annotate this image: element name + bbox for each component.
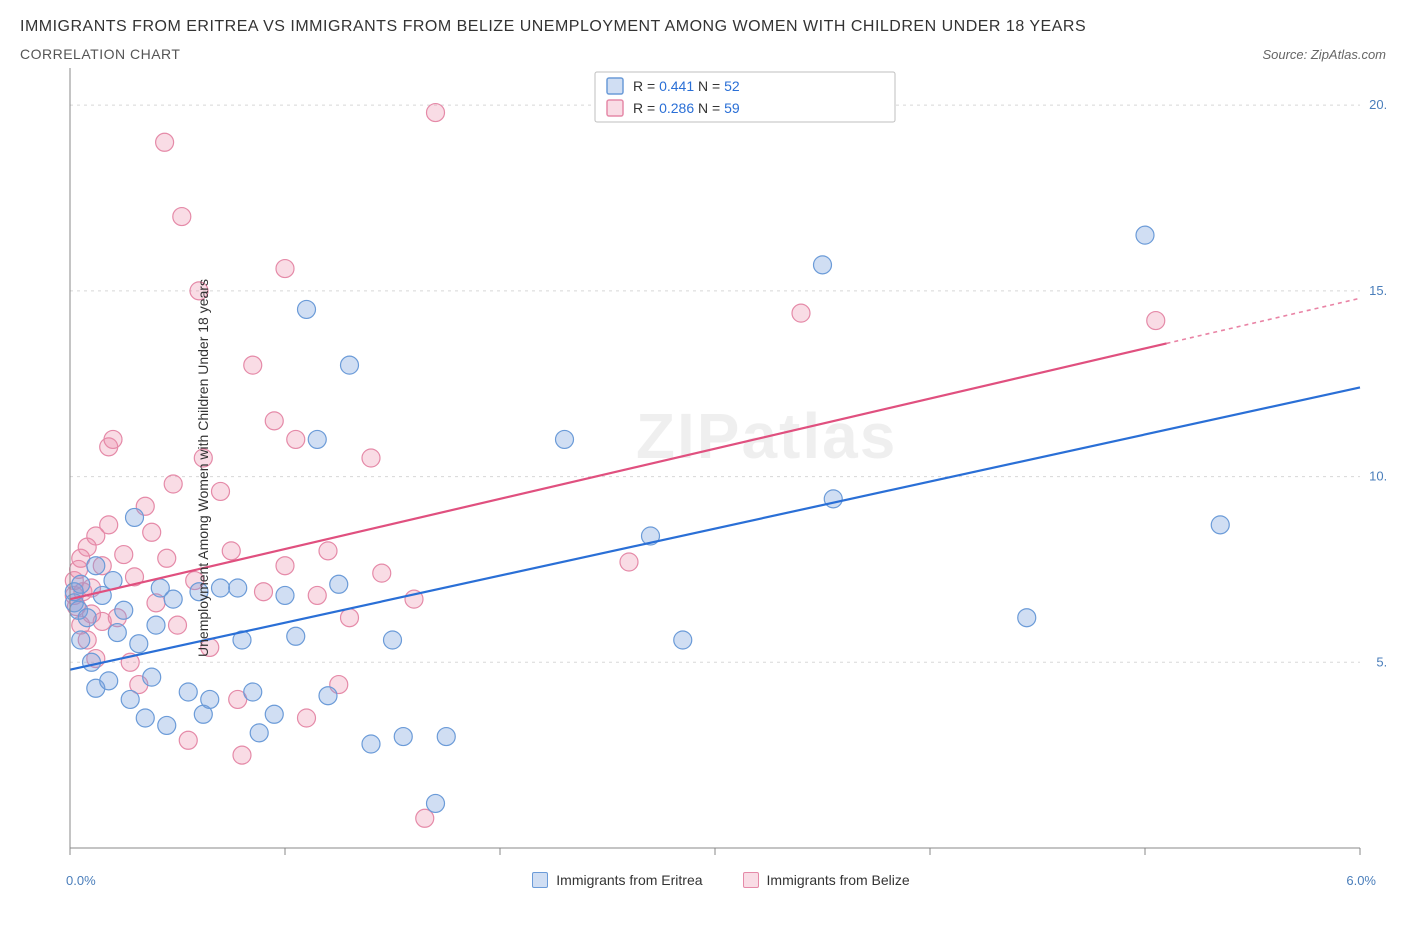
y-axis-label: Unemployment Among Women with Children U…: [195, 279, 211, 657]
legend-label-belize: Immigrants from Belize: [767, 872, 910, 888]
chart-area: Unemployment Among Women with Children U…: [20, 68, 1386, 868]
scatter-chart: 5.0%10.0%15.0%20.0%ZIPatlasR = 0.441 N =…: [20, 68, 1386, 868]
svg-text:R = 0.441 N = 52: R = 0.441 N = 52: [633, 78, 740, 94]
x-axis-min: 0.0%: [66, 873, 96, 888]
svg-text:15.0%: 15.0%: [1369, 283, 1386, 298]
svg-text:R = 0.286 N = 59: R = 0.286 N = 59: [633, 100, 740, 116]
x-axis-max: 6.0%: [1346, 873, 1376, 888]
legend-swatch-eritrea: [532, 872, 548, 888]
legend-label-eritrea: Immigrants from Eritrea: [556, 872, 702, 888]
source-label: Source: ZipAtlas.com: [1262, 47, 1386, 62]
svg-text:10.0%: 10.0%: [1369, 469, 1386, 484]
chart-subtitle: CORRELATION CHART: [20, 46, 180, 62]
legend-swatch-belize: [743, 872, 759, 888]
legend-item-belize: Immigrants from Belize: [743, 872, 910, 888]
svg-text:20.0%: 20.0%: [1369, 97, 1386, 112]
legend-item-eritrea: Immigrants from Eritrea: [532, 872, 702, 888]
chart-title: IMMIGRANTS FROM ERITREA VS IMMIGRANTS FR…: [20, 18, 1086, 36]
svg-text:5.0%: 5.0%: [1376, 654, 1386, 669]
bottom-legend: 0.0% Immigrants from Eritrea Immigrants …: [20, 872, 1386, 888]
